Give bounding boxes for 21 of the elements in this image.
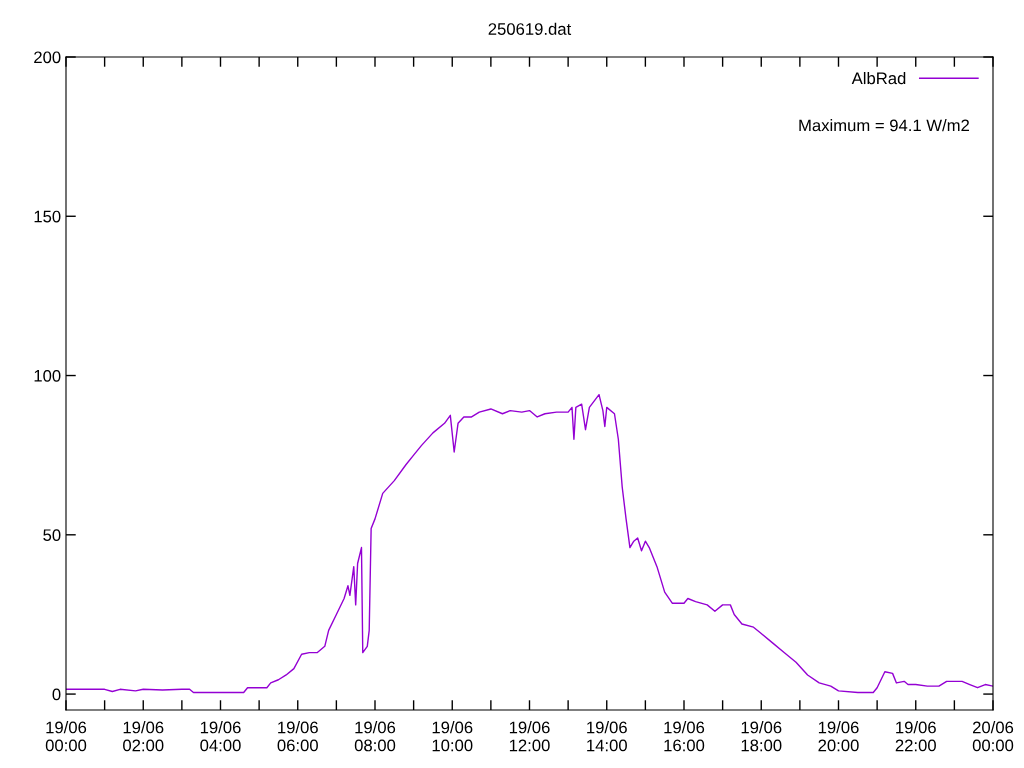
x-tick-label: 20/06 00:00: [972, 721, 1014, 752]
x-tick-label: 19/06 20:00: [818, 721, 859, 752]
x-tick-label: 19/06 08:00: [354, 721, 396, 752]
y-tick-label: 0: [52, 688, 61, 701]
x-tick-label: 19/06 14:00: [587, 721, 627, 752]
annotation: Maximum = 94.1 W/m2: [799, 119, 969, 132]
x-tick-label: 19/06 06:00: [277, 721, 318, 752]
x-tick-label: 19/06 02:00: [123, 721, 164, 752]
x-tick-label: 19/06 22:00: [895, 721, 936, 752]
x-tick-label: 19/06 04:00: [200, 721, 241, 752]
chart-title: 250619.dat: [488, 22, 572, 35]
x-tick-label: 19/06 12:00: [509, 721, 550, 752]
y-tick-label: 200: [34, 51, 61, 64]
legend-label: AlbRad: [851, 72, 906, 85]
y-tick-label: 100: [34, 369, 61, 382]
x-tick-label: 19/06 10:00: [432, 721, 473, 752]
y-tick-label: 50: [43, 529, 61, 542]
y-tick-label: 150: [34, 210, 61, 223]
x-tick-label: 19/06 16:00: [664, 721, 705, 752]
x-tick-label: 19/06 18:00: [741, 721, 782, 752]
x-tick-label: 19/06 00:00: [45, 721, 87, 752]
